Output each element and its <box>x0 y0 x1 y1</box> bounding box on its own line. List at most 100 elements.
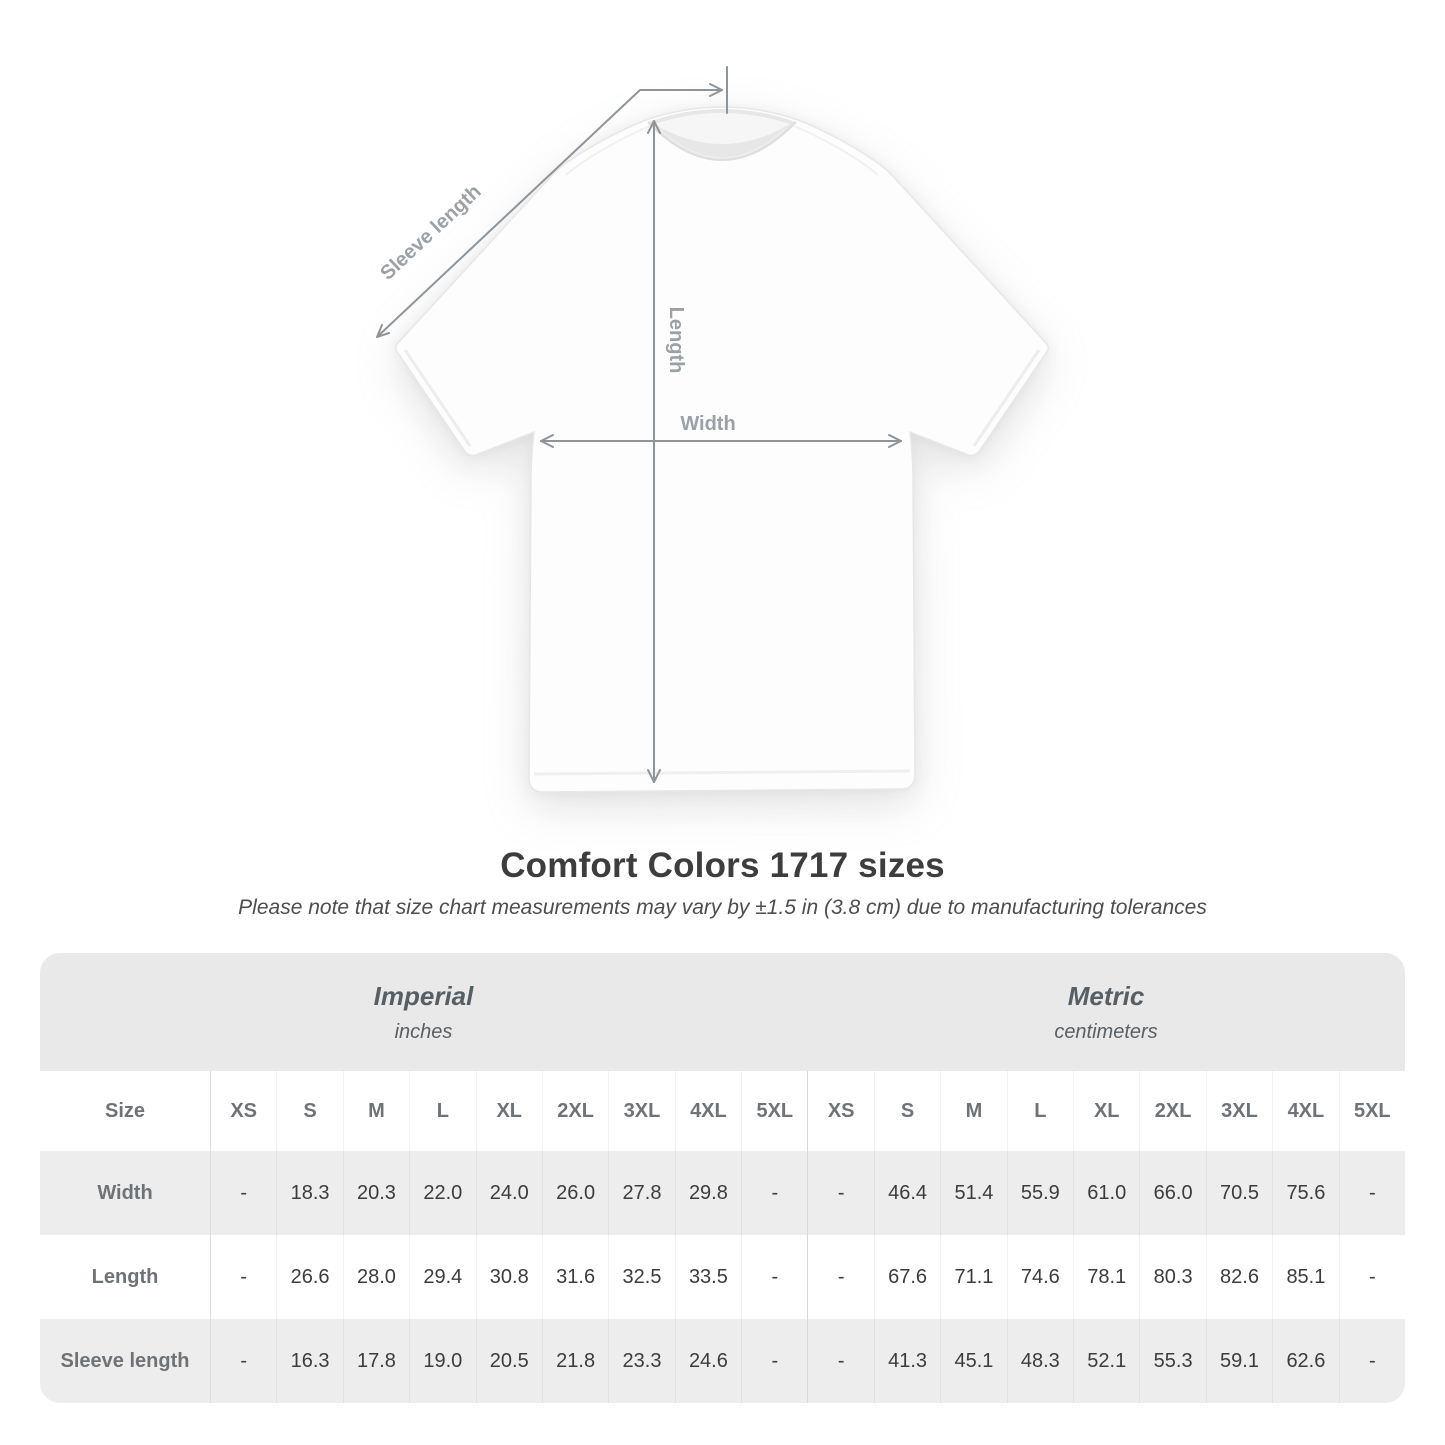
tshirt-left-shoulder-seam <box>565 125 651 176</box>
length-label: Length <box>665 307 687 374</box>
value-cell: - <box>210 1319 276 1403</box>
size-header-metric-2xl: 2XL <box>1139 1071 1205 1151</box>
value-cell: 55.9 <box>1006 1151 1073 1235</box>
value-cell: 23.3 <box>608 1319 674 1403</box>
size-header-imperial-m: M <box>342 1071 409 1151</box>
sleeve-length-arrow <box>376 66 728 338</box>
size-header-metric-5xl: 5XL <box>1338 1071 1405 1151</box>
value-cell: - <box>807 1319 873 1403</box>
value-cell: 78.1 <box>1073 1235 1139 1319</box>
tshirt-right-shoulder-seam <box>793 125 879 176</box>
value-cell: - <box>1338 1319 1405 1403</box>
tshirt-collar-band-inner <box>657 127 787 159</box>
value-cell: 30.8 <box>475 1235 542 1319</box>
size-header-metric-s: S <box>873 1071 940 1151</box>
page-title: Comfort Colors 1717 sizes <box>500 846 945 885</box>
value-cell: - <box>1338 1235 1405 1319</box>
value-cell: 26.6 <box>276 1235 342 1319</box>
value-cell: 66.0 <box>1139 1151 1205 1235</box>
value-cell: 29.8 <box>674 1151 741 1235</box>
tshirt-bottom-hem-seam <box>533 769 911 776</box>
value-cell: 82.6 <box>1205 1235 1272 1319</box>
value-cell: 70.5 <box>1205 1151 1272 1235</box>
value-cell: 75.6 <box>1272 1151 1338 1235</box>
size-header-imperial-l: L <box>409 1071 475 1151</box>
size-column-header: Size <box>104 1099 146 1122</box>
value-cell: - <box>210 1151 276 1235</box>
value-cell: 19.0 <box>409 1319 475 1403</box>
value-cell: 55.3 <box>1139 1319 1205 1403</box>
width-arrow <box>540 434 902 448</box>
value-cell: 29.4 <box>409 1235 475 1319</box>
tshirt-right-cuff-seam <box>972 349 1041 447</box>
size-header-imperial-2xl: 2XL <box>541 1071 608 1151</box>
imperial-group-name: Imperial <box>373 980 474 1011</box>
value-cell: 31.6 <box>541 1235 608 1319</box>
size-header-metric-xs: XS <box>807 1071 873 1151</box>
value-cell: 28.0 <box>342 1235 409 1319</box>
size-header-imperial-xs: XS <box>210 1071 276 1151</box>
value-cell: 20.5 <box>475 1319 542 1403</box>
heading-block: Comfort Colors 1717 sizes Please note th… <box>0 846 1445 920</box>
metric-group-name: Metric <box>1067 980 1145 1011</box>
imperial-group-unit: inches <box>394 1020 453 1043</box>
row-label: Width <box>97 1181 153 1204</box>
table-row-length: Length -26.6 28.0 29.4 30.8 31.6 32.5 33.5- -67.… <box>40 1235 1405 1319</box>
value-cell: 48.3 <box>1006 1319 1073 1403</box>
value-cell: 21.8 <box>541 1319 608 1403</box>
value-cell: 51.4 <box>940 1151 1006 1235</box>
value-cell: 85.1 <box>1272 1235 1338 1319</box>
size-table: Imperial inches Metric centimeters Size X… <box>40 953 1405 1403</box>
length-arrow <box>647 120 661 783</box>
unit-group-header: Imperial inches Metric centimeters <box>40 953 1405 1071</box>
size-header-metric-m: M <box>940 1071 1006 1151</box>
value-cell: 18.3 <box>276 1151 342 1235</box>
size-header-row: Size XS S M L XL 2XL 3XL 4XL 5XL XS S M L XL 2XL 3XL 4XL 5… <box>40 1071 1405 1151</box>
metric-group-unit: centimeters <box>1054 1020 1158 1043</box>
tshirt-body <box>395 106 1049 793</box>
value-cell: 61.0 <box>1073 1151 1139 1235</box>
tshirt-collar-back <box>654 113 790 144</box>
size-header-imperial-3xl: 3XL <box>608 1071 674 1151</box>
value-cell: 32.5 <box>608 1235 674 1319</box>
size-header-metric-xl: XL <box>1073 1071 1139 1151</box>
value-cell: - <box>741 1235 807 1319</box>
size-header-imperial-5xl: 5XL <box>741 1071 807 1151</box>
value-cell: 45.1 <box>940 1319 1006 1403</box>
value-cell: 16.3 <box>276 1319 342 1403</box>
tshirt-collar-band <box>647 121 797 161</box>
tshirt-left-cuff-seam <box>403 349 472 447</box>
size-header-metric-3xl: 3XL <box>1205 1071 1272 1151</box>
tolerance-note: Please note that size chart measurements… <box>238 896 1207 919</box>
value-cell: 59.1 <box>1205 1319 1272 1403</box>
size-header-imperial-s: S <box>276 1071 342 1151</box>
size-header-metric-l: L <box>1006 1071 1073 1151</box>
value-cell: 80.3 <box>1139 1235 1205 1319</box>
size-header-metric-4xl: 4XL <box>1272 1071 1338 1151</box>
value-cell: 33.5 <box>674 1235 741 1319</box>
value-cell: 22.0 <box>409 1151 475 1235</box>
tshirt-illustration <box>395 106 1049 793</box>
row-label: Sleeve length <box>60 1349 190 1372</box>
value-cell: - <box>807 1151 873 1235</box>
table-row-sleeve-length: Sleeve length -16.3 17.8 19.0 20.5 21.8 23.3 24… <box>40 1319 1405 1403</box>
value-cell: 67.6 <box>873 1235 940 1319</box>
size-header-imperial-xl: XL <box>475 1071 542 1151</box>
value-cell: 74.6 <box>1006 1235 1073 1319</box>
value-cell: - <box>741 1319 807 1403</box>
imperial-group-header: Imperial inches <box>40 953 807 1071</box>
value-cell: 52.1 <box>1073 1319 1139 1403</box>
value-cell: - <box>741 1151 807 1235</box>
value-cell: - <box>210 1235 276 1319</box>
row-label: Length <box>91 1265 159 1288</box>
value-cell: 62.6 <box>1272 1319 1338 1403</box>
value-cell: - <box>1338 1151 1405 1235</box>
value-cell: 26.0 <box>541 1151 608 1235</box>
value-cell: 41.3 <box>873 1319 940 1403</box>
value-cell: 71.1 <box>940 1235 1006 1319</box>
tshirt-measurement-diagram: Sleeve length Length Width <box>376 66 1049 793</box>
width-label: Width <box>680 413 735 435</box>
table-row-width: Width -18.3 20.3 22.0 24.0 26.0 27.8 29.8- -46.4… <box>40 1151 1405 1235</box>
value-cell: - <box>807 1235 873 1319</box>
